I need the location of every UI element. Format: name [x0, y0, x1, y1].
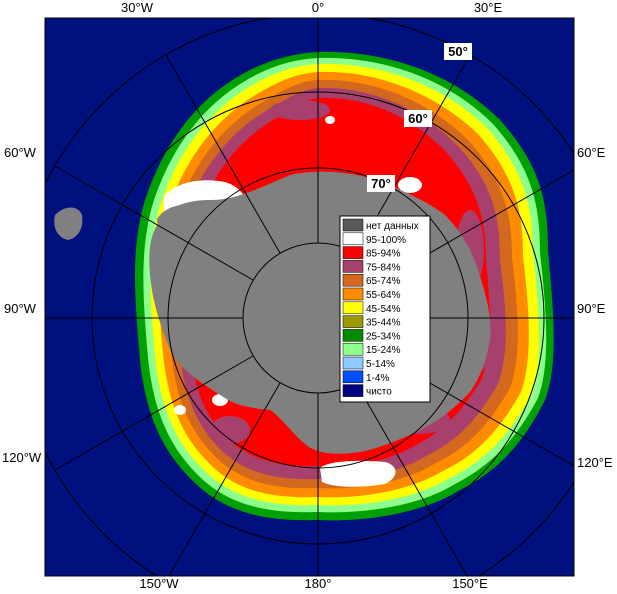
legend-label: 35-44%: [366, 318, 401, 329]
legend-label: 95-100%: [366, 235, 406, 246]
legend-swatch: [342, 342, 364, 356]
legend-swatch: [342, 370, 364, 384]
lon-label-0: 0°: [312, 0, 324, 15]
south-america-tip: [54, 207, 83, 240]
lon-label-90w: 90°W: [4, 301, 37, 316]
lon-label-120e: 120°E: [577, 455, 613, 470]
map-frame: [44, 17, 575, 577]
legend-label: 85-94%: [366, 249, 401, 260]
lon-label-90e: 90°E: [577, 301, 606, 316]
legend-swatch: [342, 315, 364, 328]
lon-label-30e: 30°E: [474, 0, 503, 15]
legend-label: 15-24%: [366, 345, 401, 356]
legend-swatch: [342, 260, 364, 273]
lon-label-180: 180°: [305, 576, 332, 591]
legend-swatch: [342, 218, 364, 232]
lat-label-50: 50°: [444, 43, 472, 60]
lon-line-60w: [54, 165, 254, 281]
legend: нет данных 95-100% 85-94% 75-84% 65-74% 55-64…: [339, 215, 431, 403]
svg-text:50°: 50°: [448, 44, 468, 59]
lat-label-60: 60°: [404, 110, 432, 127]
ice-white-patch: [174, 405, 186, 415]
svg-text:70°: 70°: [371, 176, 391, 191]
svg-text:60°: 60°: [408, 111, 428, 126]
lon-line-120w: [54, 355, 254, 471]
legend-label: 45-54%: [366, 304, 401, 315]
legend-label: 55-64%: [366, 290, 401, 301]
legend-label: 25-34%: [366, 331, 401, 342]
legend-label: 75-84%: [366, 262, 401, 273]
lon-line-150e: [355, 382, 468, 576]
ice-patch: [270, 100, 330, 120]
ice-white-patch: [398, 177, 422, 193]
ice-white-patch: [320, 460, 396, 487]
lon-line-150w: [168, 382, 281, 576]
lon-label-150w: 150°W: [139, 576, 179, 591]
ice-patch: [210, 416, 250, 444]
legend-label: нет данных: [366, 221, 419, 232]
lat-label-70: 70°: [367, 175, 395, 192]
lon-line-30w: [165, 54, 281, 254]
lon-label-60w: 60°W: [4, 145, 37, 160]
legend-label: 65-74%: [366, 276, 401, 287]
lon-label-150e: 150°E: [452, 576, 488, 591]
legend-swatch: [342, 287, 364, 301]
legend-swatch: [342, 246, 364, 259]
legend-label: 5-14%: [366, 359, 395, 370]
legend-label: 1-4%: [366, 373, 389, 384]
legend-swatch: [342, 384, 364, 397]
lon-label-120w: 120°W: [2, 450, 42, 465]
legend-swatch: [342, 273, 364, 287]
lon-label-60e: 60°E: [577, 145, 606, 160]
ice-white-patch: [325, 116, 335, 124]
lon-label-30w: 30°W: [121, 0, 154, 15]
legend-label: чисто: [366, 387, 392, 398]
legend-swatch: [342, 232, 364, 246]
legend-swatch: [342, 329, 364, 342]
legend-swatch: [342, 356, 364, 370]
antarctic-peninsula: [157, 205, 195, 228]
legend-swatch: [342, 301, 364, 315]
